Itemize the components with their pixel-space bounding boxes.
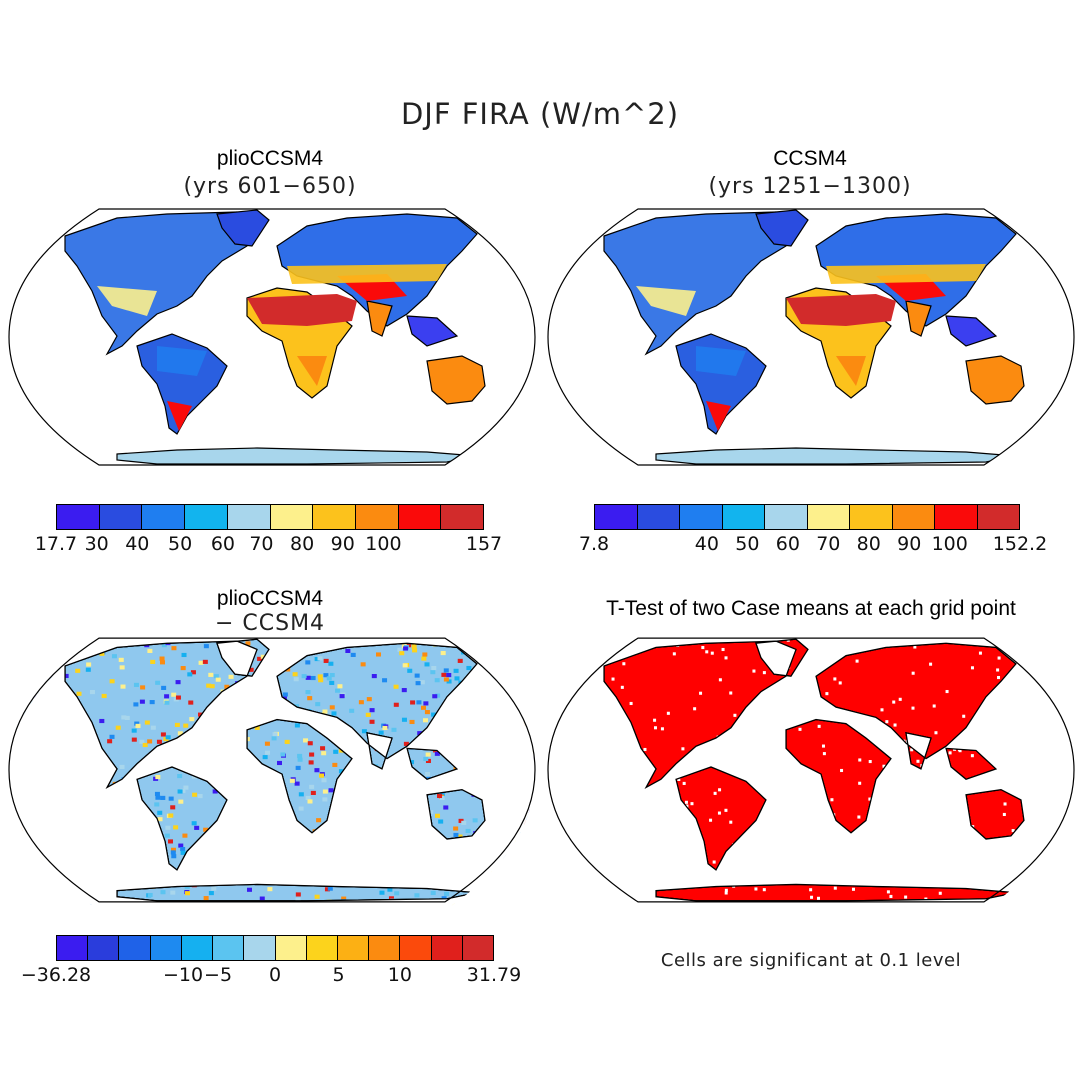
continent-se-asia (406, 315, 459, 347)
continent-australia (965, 355, 1025, 405)
colorbar-swatch (595, 505, 638, 529)
colorbar-swatch (181, 936, 214, 960)
colorbar-tick-label: 100 (365, 533, 402, 555)
colorbar-tick-label: −5 (204, 964, 233, 986)
panel-ccsm4-subtitle: (yrs 1251−1300) (708, 174, 912, 199)
colorbar-tick-label: −36.28 (20, 964, 92, 986)
colorbar-swatch (306, 936, 338, 960)
map-plio (8, 208, 536, 466)
panel-plio-subtitle: (yrs 601−650) (183, 174, 357, 199)
colorbar-swatch (57, 505, 100, 529)
colorbar-tick-label: 40 (694, 533, 719, 555)
colorbar-swatch (722, 505, 765, 529)
colorbar-tick-label: 7.8 (578, 533, 610, 555)
colorbar-plio-ticks: 17.7 30 40 50 60 70 80 90 100 157 (35, 533, 502, 557)
colorbar-swatch (150, 936, 182, 960)
colorbar-tick-label: 5 (332, 964, 345, 986)
colorbar-tick-label: 90 (897, 533, 922, 555)
colorbar-tick-label: 50 (735, 533, 760, 555)
colorbar-swatch (977, 505, 1019, 529)
colorbar-swatch (850, 505, 893, 529)
colorbar-swatch (441, 505, 484, 529)
colorbar-swatch (275, 936, 307, 960)
colorbar-swatch (244, 936, 276, 960)
map-ccsm4 (547, 208, 1075, 466)
continent-se-asia (945, 315, 998, 347)
colorbar-tick-label: 30 (84, 533, 109, 555)
colorbar-tick-label: 70 (249, 533, 274, 555)
colorbar-swatch (369, 936, 401, 960)
colorbar-tick-label: 80 (290, 533, 315, 555)
continent-india (366, 300, 393, 337)
colorbar-swatch (213, 936, 245, 960)
map-diff (8, 637, 536, 911)
colorbar-tick-label: 60 (775, 533, 800, 555)
panel-ttest-title: T-Test of two Case means at each grid po… (606, 597, 1016, 620)
colorbar-tick-label: 70 (816, 533, 841, 555)
colorbar-tick-label: 157 (465, 533, 503, 555)
panel-plio-title: plioCCSM4 (216, 147, 324, 170)
colorbar-diff (56, 935, 494, 961)
colorbar-tick-label: 50 (168, 533, 193, 555)
colorbar-swatch (355, 505, 399, 529)
figure-title: DJF FIRA (W/m^2) (400, 97, 680, 131)
map-ttest (547, 637, 1075, 911)
colorbar-ccsm4 (594, 504, 1020, 530)
colorbar-tick-label: 40 (125, 533, 150, 555)
colorbar-plio (56, 504, 484, 530)
colorbar-tick-label: 31.79 (466, 964, 522, 986)
significance-note: Cells are significant at 0.1 level (660, 950, 962, 971)
colorbar-swatch (227, 505, 271, 529)
colorbar-swatch (57, 936, 89, 960)
globe-outline (547, 208, 1075, 466)
colorbar-swatch (185, 505, 228, 529)
colorbar-ccsm4-ticks: 7.8 40 50 60 70 80 90 100 152.2 (579, 533, 1047, 557)
colorbar-swatch (462, 936, 494, 960)
panel-diff-subtitle: − CCSM4 (214, 611, 326, 636)
panel-ccsm4-title: CCSM4 (773, 147, 847, 170)
colorbar-swatch (637, 505, 680, 529)
colorbar-swatch (119, 936, 151, 960)
colorbar-tick-label: −10 (162, 964, 204, 986)
colorbar-swatch (99, 505, 143, 529)
colorbar-swatch (765, 505, 808, 529)
colorbar-swatch (400, 936, 432, 960)
colorbar-swatch (680, 505, 723, 529)
colorbar-swatch (142, 505, 186, 529)
colorbar-tick-label: 0 (268, 964, 282, 986)
colorbar-swatch (313, 505, 356, 529)
globe-outline (8, 208, 536, 466)
continent-australia (426, 355, 486, 405)
colorbar-swatch (431, 936, 463, 960)
colorbar-diff-ticks: −36.28 −10 −5 0 5 10 31.79 (21, 964, 521, 988)
colorbar-swatch (88, 936, 120, 960)
globe-outline (547, 637, 1075, 903)
colorbar-swatch (807, 505, 850, 529)
colorbar-swatch (337, 936, 370, 960)
colorbar-tick-label: 10 (387, 964, 412, 986)
panel-diff-title: plioCCSM4 (216, 587, 324, 610)
colorbar-tick-label: 90 (330, 533, 355, 555)
colorbar-tick-label: 80 (856, 533, 881, 555)
globe-outline (8, 637, 536, 903)
colorbar-tick-label: 152.2 (992, 533, 1048, 555)
continent-india (905, 300, 932, 337)
colorbar-tick-label: 17.7 (34, 533, 78, 555)
colorbar-swatch (892, 505, 935, 529)
colorbar-swatch (398, 505, 442, 529)
colorbar-swatch (935, 505, 978, 529)
colorbar-tick-label: 100 (931, 533, 968, 555)
continent-greenland (216, 209, 270, 247)
continent-greenland (755, 209, 809, 247)
colorbar-tick-label: 60 (210, 533, 235, 555)
colorbar-swatch (270, 505, 314, 529)
